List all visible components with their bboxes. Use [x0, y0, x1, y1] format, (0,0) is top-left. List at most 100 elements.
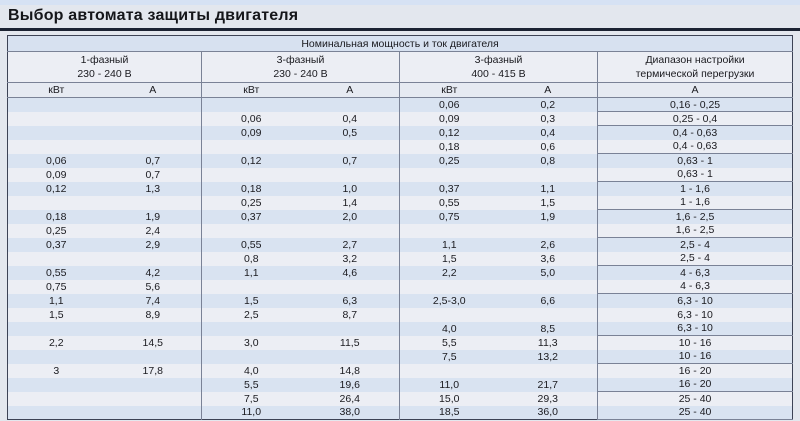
unit-kw: кВт — [399, 82, 499, 98]
cell-3ph_400_415_a: 8,5 — [498, 321, 598, 336]
cell-thermal_overload_range_a: 1 - 1,6 — [596, 195, 793, 210]
cell-3ph_230_240_a: 8,7 — [300, 307, 400, 322]
cell-1ph_230_240_kw: 0,75 — [7, 279, 105, 294]
cell-thermal_overload_range_a: 0,4 - 0,63 — [596, 139, 793, 154]
cell-3ph_400_415_a: 0,6 — [498, 139, 598, 154]
group-voltage-label: 230 - 240 В — [273, 68, 328, 80]
cell-1ph_230_240_a — [104, 377, 202, 392]
cell-3ph_230_240_a: 14,8 — [300, 363, 400, 378]
cell-1ph_230_240_a — [104, 251, 202, 266]
table-row: 0,06 0,2 0,16 - 0,25 — [7, 97, 793, 112]
cell-3ph_400_415_a: 2,6 — [498, 237, 598, 252]
cell-3ph_400_415_kw: 2,2 — [399, 265, 499, 280]
cell-3ph_400_415_a: 21,7 — [498, 377, 598, 392]
cell-1ph_230_240_a: 1,9 — [104, 209, 202, 224]
cell-1ph_230_240_kw — [7, 405, 105, 420]
cell-1ph_230_240_kw — [7, 321, 105, 336]
table-row: 1,1 7,4 1,5 6,3 2,5-3,0 6,6 6,3 - 10 — [7, 293, 793, 308]
cell-3ph_230_240_kw: 0,18 — [201, 181, 301, 196]
cell-1ph_230_240_a: 17,8 — [104, 363, 202, 378]
cell-3ph_400_415_kw: 5,5 — [399, 335, 499, 350]
cell-3ph_230_240_a: 4,6 — [300, 265, 400, 280]
cell-1ph_230_240_a — [104, 321, 202, 336]
unit-kw: кВт — [7, 82, 105, 98]
cell-1ph_230_240_a: 1,3 — [104, 181, 202, 196]
cell-3ph_230_240_a: 0,7 — [300, 153, 400, 168]
header-group-3ph-400: 3-фазный 400 - 415 В — [399, 51, 598, 83]
cell-3ph_400_415_kw: 7,5 — [399, 349, 499, 364]
cell-thermal_overload_range_a: 6,3 - 10 — [596, 293, 793, 308]
cell-3ph_400_415_a: 0,2 — [498, 97, 598, 112]
header-group-1ph-230: 1-фазный 230 - 240 В — [7, 51, 202, 83]
unit-a: А — [498, 82, 598, 98]
cell-3ph_400_415_kw: 1,1 — [399, 237, 499, 252]
cell-3ph_230_240_kw: 0,06 — [201, 111, 301, 126]
cell-3ph_400_415_kw: 0,06 — [399, 97, 499, 112]
table-row: 4,0 8,5 6,3 - 10 — [7, 321, 793, 336]
group-phase-label: 3-фазный — [276, 54, 325, 66]
table-row: 0,37 2,9 0,55 2,7 1,1 2,6 2,5 - 4 — [7, 237, 793, 252]
cell-1ph_230_240_kw: 0,09 — [7, 167, 105, 182]
cell-1ph_230_240_kw: 0,18 — [7, 209, 105, 224]
group-range-label-line1: Диапазон настройки — [645, 54, 745, 66]
table-row: 0,25 1,4 0,55 1,5 1 - 1,6 — [7, 195, 793, 210]
cell-1ph_230_240_kw: 3 — [7, 363, 105, 378]
cell-1ph_230_240_a: 0,7 — [104, 153, 202, 168]
top-strip — [0, 0, 800, 5]
group-phase-label: 3-фазный — [474, 54, 523, 66]
cell-3ph_230_240_a: 38,0 — [300, 405, 400, 420]
cell-thermal_overload_range_a: 1 - 1,6 — [596, 181, 793, 196]
cell-3ph_230_240_kw — [201, 139, 301, 154]
cell-thermal_overload_range_a: 4 - 6,3 — [596, 265, 793, 280]
cell-3ph_400_415_kw: 15,0 — [399, 391, 499, 406]
cell-1ph_230_240_kw — [7, 125, 105, 140]
table-row: 7,5 13,2 10 - 16 — [7, 349, 793, 364]
cell-3ph_230_240_a: 2,7 — [300, 237, 400, 252]
table-row: 0,18 0,6 0,4 - 0,63 — [7, 139, 793, 154]
cell-thermal_overload_range_a: 2,5 - 4 — [596, 251, 793, 266]
cell-3ph_400_415_a: 36,0 — [498, 405, 598, 420]
cell-3ph_400_415_a — [498, 223, 598, 238]
cell-1ph_230_240_a: 2,4 — [104, 223, 202, 238]
cell-3ph_400_415_a: 5,0 — [498, 265, 598, 280]
unit-a: А — [300, 82, 400, 98]
table-row: 7,5 26,4 15,0 29,3 25 - 40 — [7, 391, 793, 406]
cell-3ph_230_240_kw: 1,5 — [201, 293, 301, 308]
cell-1ph_230_240_kw: 1,5 — [7, 307, 105, 322]
cell-thermal_overload_range_a: 2,5 - 4 — [596, 237, 793, 252]
cell-3ph_230_240_a — [300, 97, 400, 112]
cell-3ph_230_240_a — [300, 167, 400, 182]
cell-3ph_400_415_a — [498, 307, 598, 322]
cell-1ph_230_240_a — [104, 391, 202, 406]
group-range-label-line2: термической перегрузки — [635, 68, 755, 80]
cell-1ph_230_240_kw — [7, 195, 105, 210]
cell-1ph_230_240_a — [104, 405, 202, 420]
cell-thermal_overload_range_a: 0,16 - 0,25 — [596, 97, 793, 112]
cell-3ph_400_415_kw: 0,55 — [399, 195, 499, 210]
table-row: 0,06 0,4 0,09 0,3 0,25 - 0,4 — [7, 111, 793, 126]
cell-thermal_overload_range_a: 1,6 - 2,5 — [596, 209, 793, 224]
cell-1ph_230_240_a: 7,4 — [104, 293, 202, 308]
cell-1ph_230_240_kw — [7, 97, 105, 112]
group-voltage-label: 400 - 415 В — [471, 68, 526, 80]
cell-1ph_230_240_a — [104, 125, 202, 140]
cell-3ph_230_240_a: 6,3 — [300, 293, 400, 308]
page-title: Выбор автомата защиты двигателя — [8, 7, 299, 24]
table-row: 0,55 4,2 1,1 4,6 2,2 5,0 4 - 6,3 — [7, 265, 793, 280]
table-row: 1,5 8,9 2,5 8,7 6,3 - 10 — [7, 307, 793, 322]
cell-3ph_230_240_kw: 7,5 — [201, 391, 301, 406]
cell-1ph_230_240_a: 5,6 — [104, 279, 202, 294]
cell-3ph_230_240_a — [300, 321, 400, 336]
cell-3ph_230_240_a: 2,0 — [300, 209, 400, 224]
table-body: 0,06 0,2 0,16 - 0,25 0,06 0,4 0,09 0,3 0,25 - 0… — [7, 97, 793, 420]
table-row: 0,09 0,5 0,12 0,4 0,4 - 0,63 — [7, 125, 793, 140]
cell-1ph_230_240_a: 0,7 — [104, 167, 202, 182]
header-units-row: кВт А кВт А кВт А А — [7, 82, 793, 98]
cell-3ph_230_240_kw: 3,0 — [201, 335, 301, 350]
cell-thermal_overload_range_a: 0,63 - 1 — [596, 167, 793, 182]
cell-1ph_230_240_a: 4,2 — [104, 265, 202, 280]
cell-3ph_400_415_kw: 0,75 — [399, 209, 499, 224]
cell-3ph_230_240_kw — [201, 321, 301, 336]
table-row: 11,0 38,0 18,5 36,0 25 - 40 — [7, 405, 793, 420]
cell-3ph_230_240_kw — [201, 223, 301, 238]
